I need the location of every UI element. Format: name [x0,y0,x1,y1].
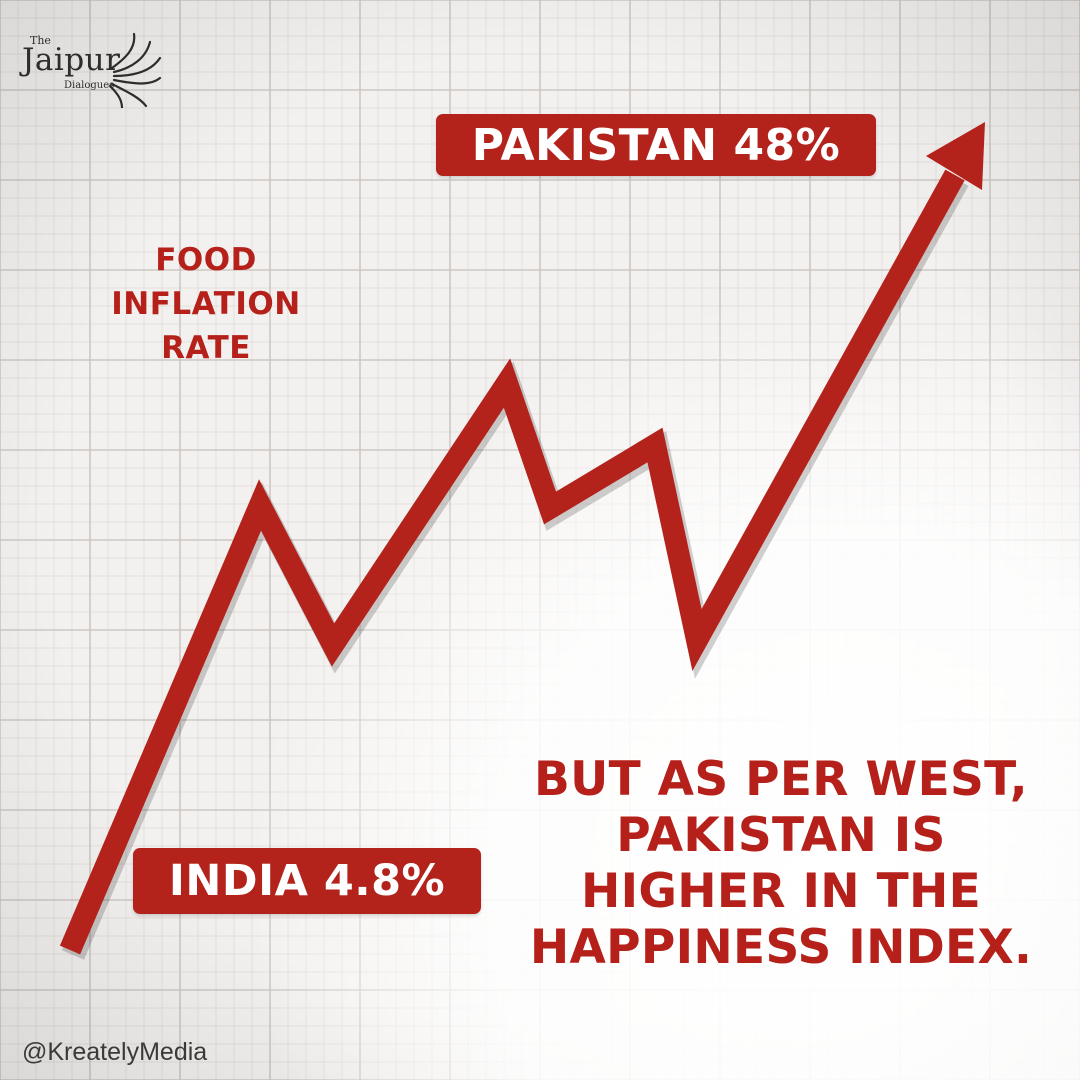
chart-title: FOOD INFLATION RATE [96,238,316,370]
logo-sub-text: Dialogues [64,80,115,91]
chart-title-line: FOOD [155,242,257,278]
india-value-label: INDIA 4.8% [133,848,481,914]
claim-line: HIGHER IN THE [581,864,981,919]
sun-icon [108,32,162,108]
logo-small-text: The [30,34,51,47]
pakistan-value-label: PAKISTAN 48% [436,114,876,176]
trend-arrow-head [926,122,985,190]
claim-line: HAPPINESS INDEX. [529,920,1033,975]
inflation-line [59,122,985,960]
social-handle: @KreatelyMedia [22,1038,208,1066]
claim-text: BUT AS PER WEST, PAKISTAN IS HIGHER IN T… [486,752,1076,976]
logo-main-text: Jaipur [22,42,121,78]
claim-line: PAKISTAN IS [616,808,946,863]
brand-logo: The Jaipur Dialogues [18,28,168,108]
chart-title-line: RATE [161,330,251,366]
chart-title-line: INFLATION [111,286,301,322]
claim-line: BUT AS PER WEST, [534,752,1028,807]
trend-line [59,169,965,955]
